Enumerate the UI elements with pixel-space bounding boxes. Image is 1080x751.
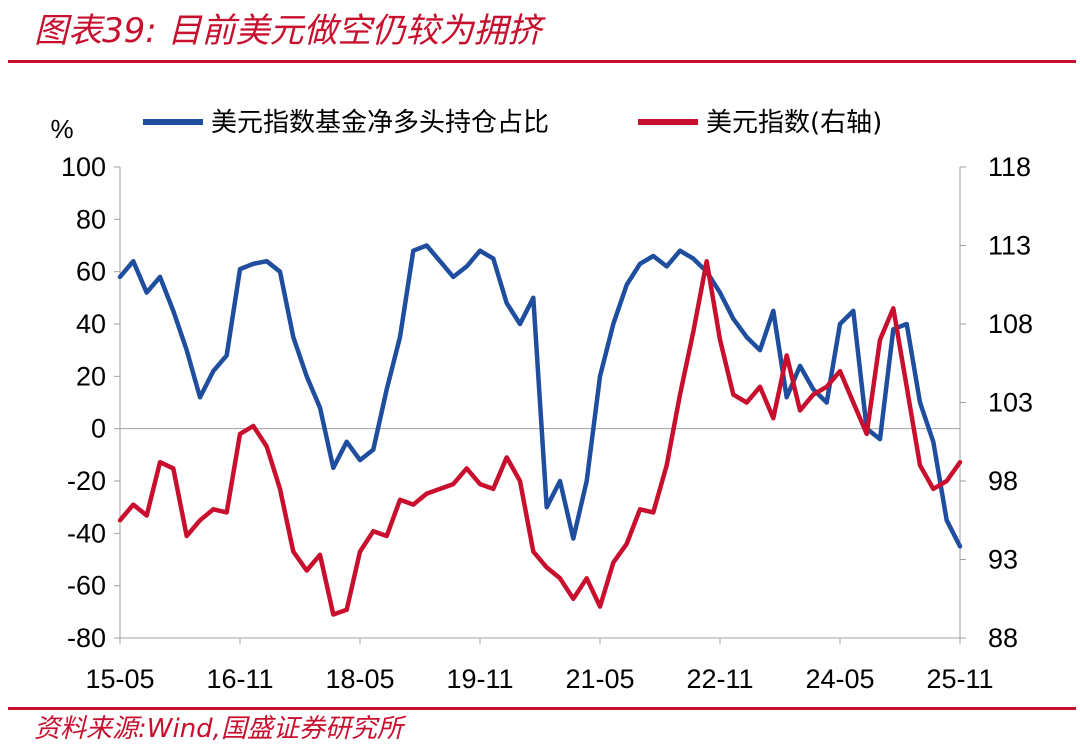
y-left-tick-label: 100 [61, 152, 106, 182]
y-left-tick-label: 40 [76, 309, 106, 339]
y-left-unit-label: % [50, 114, 73, 144]
y-left-tick-label: 0 [91, 414, 106, 444]
y-right-tick-label: 118 [988, 152, 1031, 182]
x-tick-label: 24-05 [805, 664, 874, 694]
y-right-tick-label: 103 [988, 388, 1033, 418]
legend-label-2: 美元指数(右轴) [706, 108, 882, 138]
title-divider [8, 60, 1076, 63]
x-tick-label: 19-11 [446, 664, 513, 694]
chart: 100 80 60 40 20 0 -20 -40 -60 -80 118 113 108 103 98 93… [50, 108, 1033, 694]
x-tick-label: 25-11 [926, 664, 993, 694]
legend-label-1: 美元指数基金净多头持仓占比 [211, 108, 549, 138]
x-tick-label: 21-05 [565, 664, 634, 694]
y-left-tick-label: -40 [67, 518, 106, 548]
x-tick-label: 16-11 [206, 664, 273, 694]
y-right-tick-label: 113 [988, 231, 1031, 261]
y-left-tick-label: -80 [67, 623, 106, 653]
y-left-tick-label: 20 [76, 361, 106, 391]
y-left-tick-label: 80 [76, 204, 106, 234]
y-right-tick-label: 98 [988, 466, 1018, 496]
y-right-tick-label: 108 [988, 309, 1033, 339]
y-left-tick-label: -20 [67, 466, 106, 496]
y-right-tick-label: 88 [988, 623, 1018, 653]
source-note: 资料来源:Wind,国盛证券研究所 [34, 714, 403, 744]
y-right-tick-label: 93 [988, 545, 1018, 575]
x-tick-label: 22-11 [686, 664, 753, 694]
x-tick-label: 15-05 [85, 664, 154, 694]
series-line-1 [117, 243, 963, 549]
series-line-2 [117, 258, 963, 617]
footer-divider [8, 707, 1076, 710]
y-left-tick-label: 60 [76, 257, 106, 287]
y-left-tick-label: -60 [67, 571, 106, 601]
x-tick-label: 18-05 [325, 664, 394, 694]
chart-title: 图表39: 目前美元做空仍较为拥挤 [34, 11, 542, 51]
